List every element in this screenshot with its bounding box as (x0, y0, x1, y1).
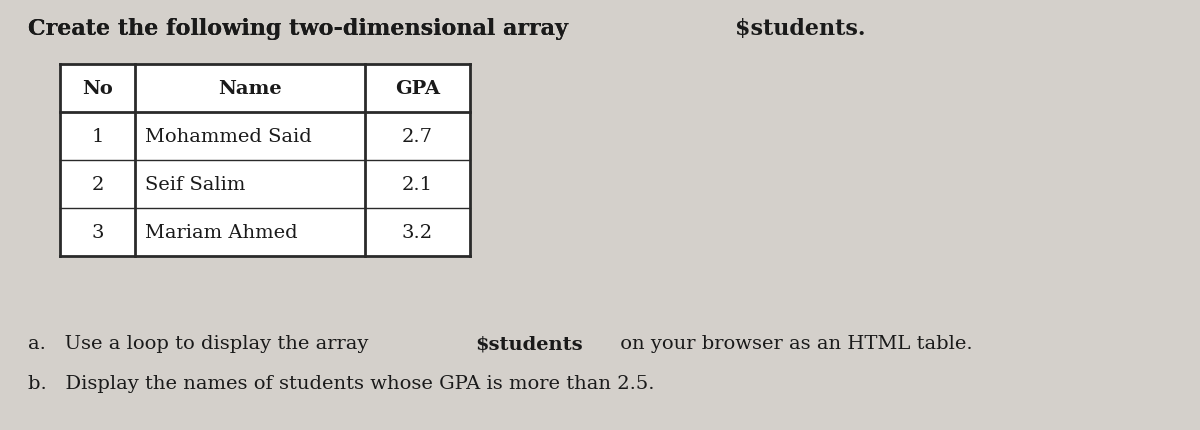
Text: on your browser as an HTML table.: on your browser as an HTML table. (614, 334, 973, 352)
Text: Mariam Ahmed: Mariam Ahmed (145, 224, 298, 241)
Text: 1: 1 (91, 128, 103, 146)
Text: Seif Salim: Seif Salim (145, 175, 245, 194)
Text: 2.7: 2.7 (402, 128, 433, 146)
Bar (60, 65, 470, 256)
Text: Create the following two-dimensional array: Create the following two-dimensional arr… (28, 18, 576, 40)
Text: Name: Name (218, 80, 282, 98)
Text: 3: 3 (91, 224, 103, 241)
Text: GPA: GPA (395, 80, 440, 98)
Text: 2.1: 2.1 (402, 175, 433, 194)
Text: 2: 2 (91, 175, 103, 194)
Text: b.   Display the names of students whose GPA is more than 2.5.: b. Display the names of students whose G… (28, 374, 654, 392)
Text: No: No (82, 80, 113, 98)
Text: a.   Use a loop to display the array: a. Use a loop to display the array (28, 334, 374, 352)
Text: Mohammed Said: Mohammed Said (145, 128, 312, 146)
Text: Create the following two-dimensional array: Create the following two-dimensional arr… (28, 18, 576, 40)
Text: 3.2: 3.2 (402, 224, 433, 241)
Text: $students: $students (475, 334, 583, 352)
Text: $students.: $students. (734, 18, 865, 40)
